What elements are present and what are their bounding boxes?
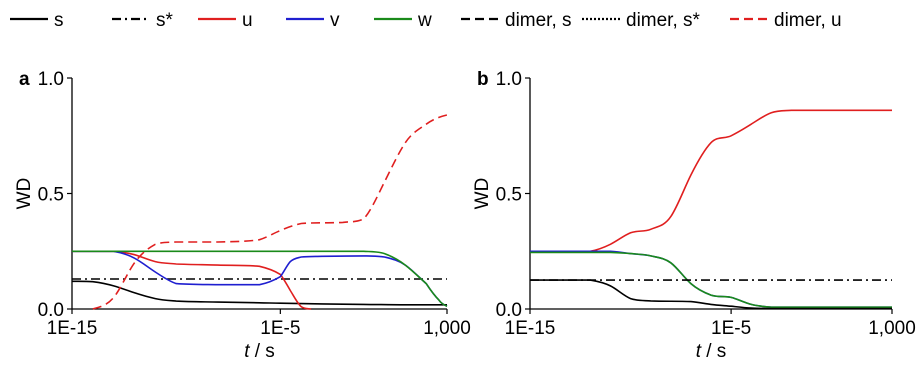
panel-a: 0.0 0.5 1.0 1E-15 1E-5 1,000 a WD t / s: [14, 69, 471, 362]
legend: s s* u v w dimer, s dimer, s* dimer, u: [10, 10, 842, 31]
legend-label-2: u: [242, 10, 253, 31]
x-axis-label-var: t: [244, 341, 250, 362]
y-axis-label: WD: [472, 178, 493, 210]
x-tick-label: 1E-5: [711, 318, 751, 339]
x-tick-label: 1,000: [423, 318, 471, 339]
y-tick-label: 0.5: [38, 185, 64, 206]
legend-label-6: dimer, s*: [626, 10, 701, 31]
series-dimer-u-line: [92, 114, 448, 310]
series-w-line: [71, 250, 448, 307]
legend-label-7: dimer, u: [774, 10, 842, 31]
legend-label-4: w: [417, 10, 432, 31]
legend-label-1: s*: [156, 10, 174, 31]
series-w-line: [529, 251, 892, 308]
panel-b: 0.0 0.5 1.0 1E-15 1E-5 1,000 b WD t / s: [472, 69, 916, 362]
x-tick-label: 1E-15: [505, 318, 556, 339]
panel-label: b: [477, 69, 489, 90]
y-axis-label: WD: [14, 178, 35, 210]
y-tick-label: 1.0: [38, 69, 64, 90]
x-axis-label-var: t: [696, 341, 702, 362]
series-s-line: [71, 280, 447, 306]
y-tick-label: 0.5: [496, 185, 522, 206]
x-axis-label-unit: / s: [249, 341, 274, 362]
panel-label: a: [19, 69, 30, 90]
series-u-line: [529, 109, 892, 253]
x-tick-label: 1,000: [868, 318, 916, 339]
x-tick-label: 1E-15: [47, 318, 98, 339]
series-v-line: [529, 250, 892, 308]
legend-label-0: s: [54, 10, 64, 31]
y-tick-label: 0.0: [496, 300, 522, 321]
x-axis-label-unit: / s: [701, 341, 726, 362]
x-axis-label: t / s: [696, 341, 727, 362]
x-axis-label: t / s: [244, 341, 275, 362]
series-u-line: [71, 250, 312, 310]
y-tick-label: 0.0: [38, 300, 64, 321]
y-tick-label: 1.0: [496, 69, 522, 90]
series-s-line: [529, 279, 892, 310]
x-tick-label: 1E-5: [260, 318, 300, 339]
legend-label-5: dimer, s: [505, 10, 572, 31]
legend-label-3: v: [330, 10, 340, 31]
